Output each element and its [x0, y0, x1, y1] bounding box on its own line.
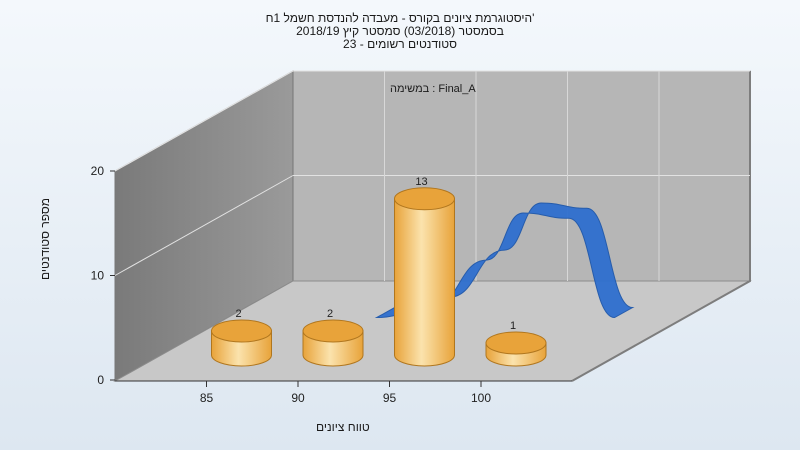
chart-title-line-1: היסטוגרמת ציונים בקורס - מעבדה להנדסת חש…: [265, 11, 535, 25]
y-tick-label-10: 10: [91, 269, 105, 283]
chart-title-line-3: סטודנטים רשומים - 23: [343, 37, 457, 51]
bar-top-95: [394, 187, 455, 211]
bar-95: [394, 198, 455, 367]
bar-top-100: [485, 331, 547, 355]
chart-title-line-2: בסמסטר (03/2018) סמסטר קיץ 2018/19: [296, 24, 504, 38]
data-label-85: 2: [235, 308, 241, 320]
bar-top-90: [302, 319, 364, 343]
data-label-100: 1: [510, 320, 516, 332]
x-tick-label-95: 95: [383, 391, 397, 405]
frame-edge: [571, 71, 751, 382]
series-curve: [374, 202, 635, 319]
data-label-95: 13: [415, 176, 427, 188]
gridline-left-10: [114, 175, 294, 276]
data-label-90: 2: [327, 308, 333, 320]
x-tick-label-100: 100: [471, 391, 491, 405]
legend-label: במשימה : Final_A: [390, 83, 476, 95]
bar-top-85: [211, 319, 272, 343]
y-axis-label: מספר סטודנטים: [38, 197, 52, 280]
x-axis-label: טווח ציונים: [316, 420, 370, 434]
y-tick-label-0: 0: [97, 373, 104, 387]
y-tick-label-20: 20: [91, 164, 105, 178]
x-tick-label-90: 90: [291, 391, 305, 405]
x-tick-label-85: 85: [200, 391, 214, 405]
gridline-left-20: [114, 70, 294, 172]
